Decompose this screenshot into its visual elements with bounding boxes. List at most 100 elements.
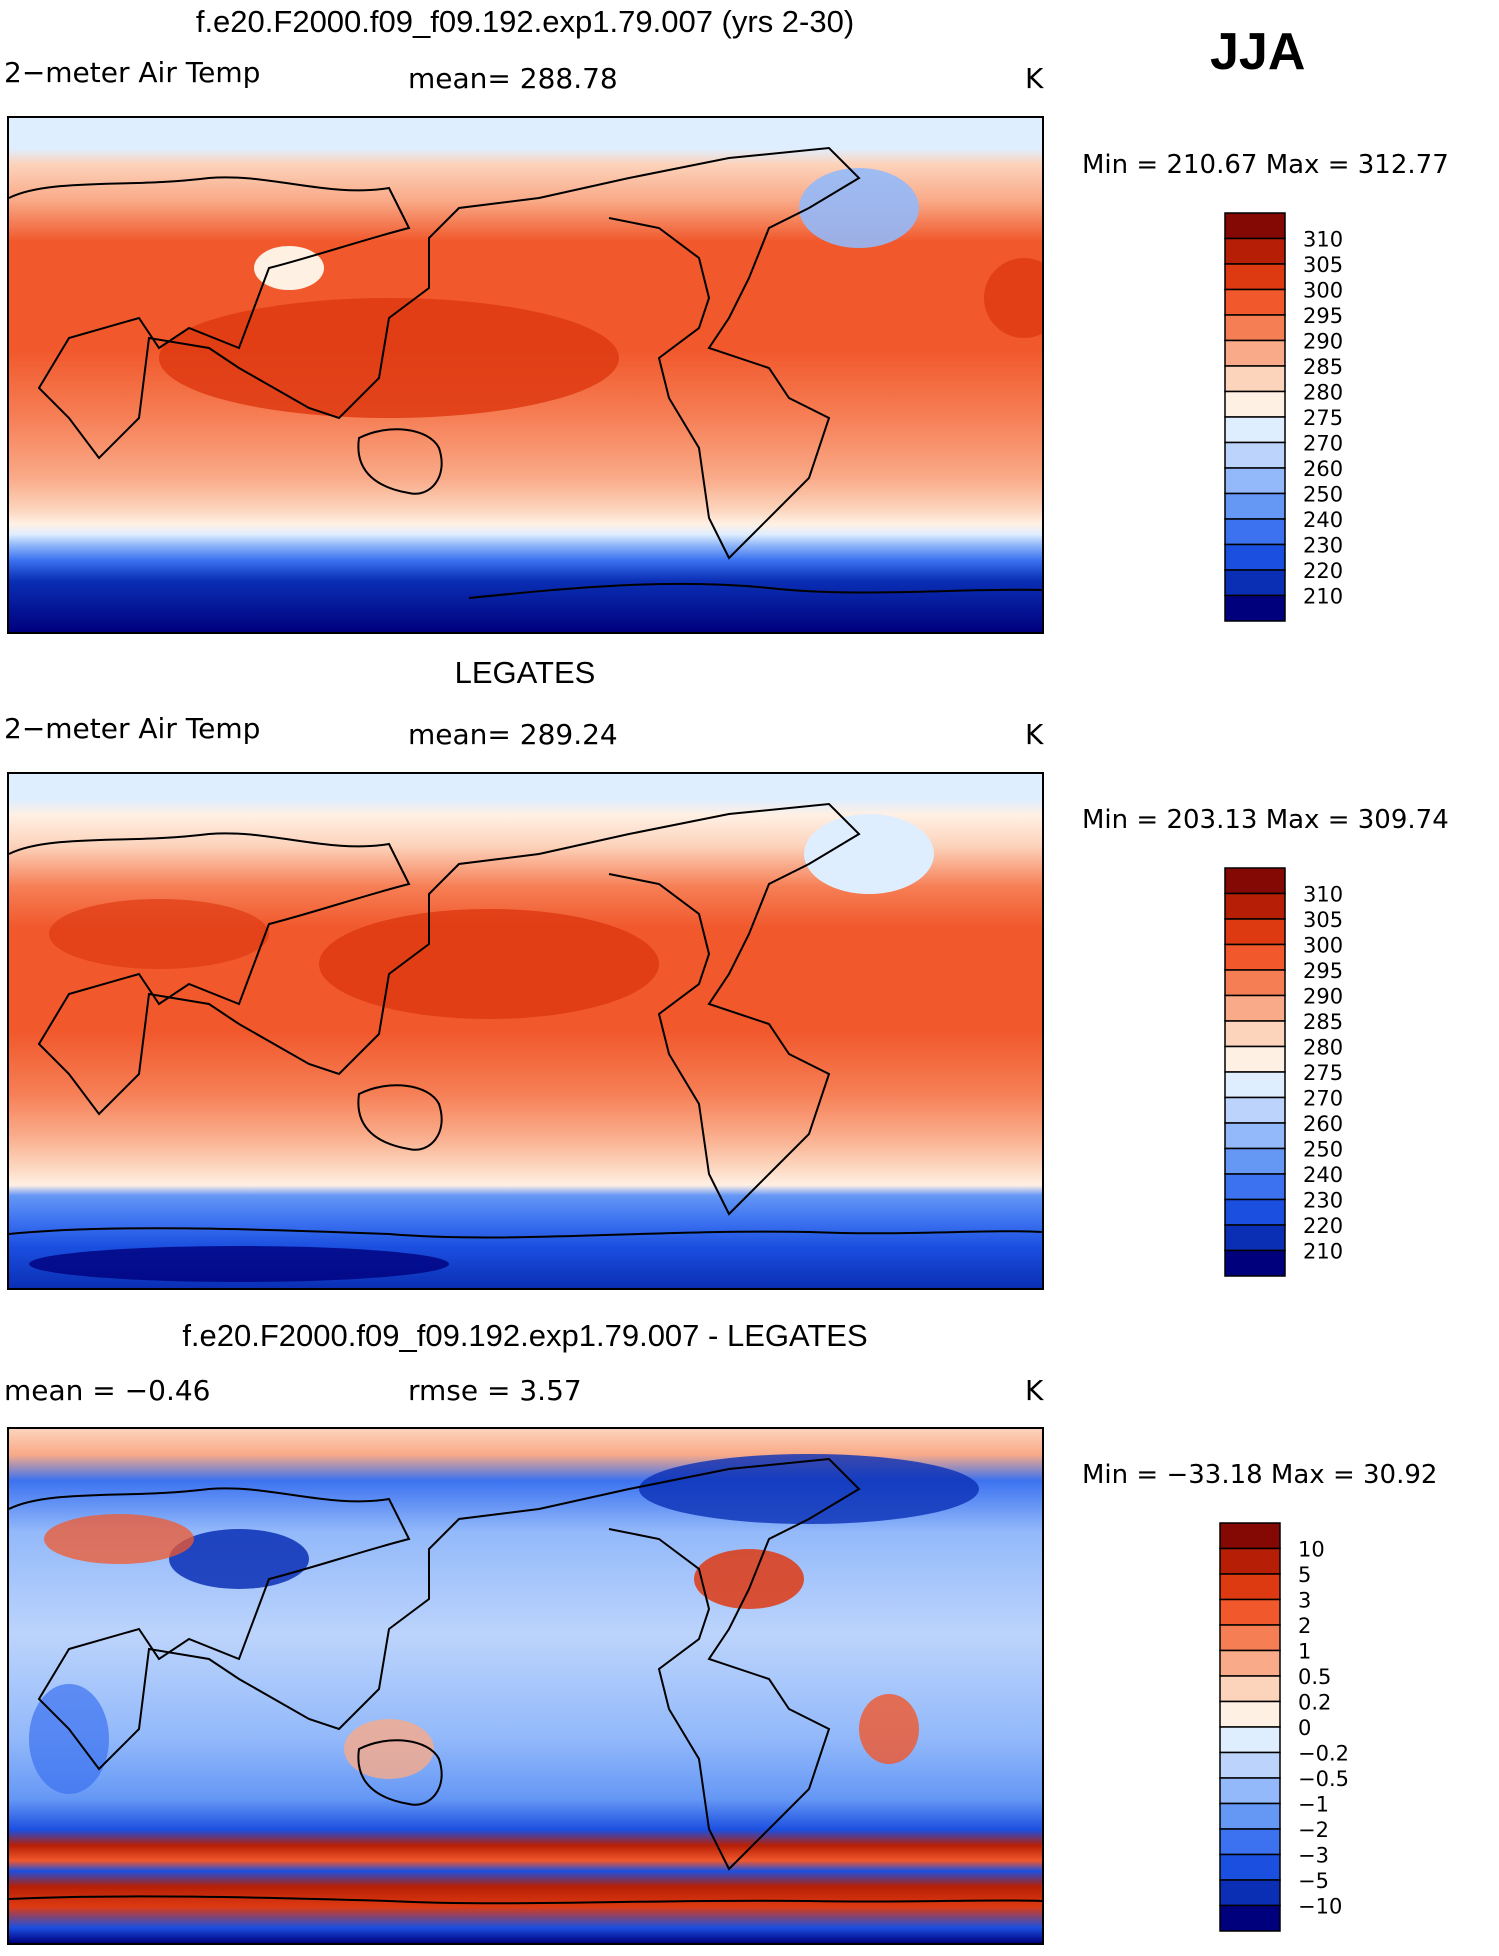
colorbar-tick-label: 285 [1303, 1010, 1343, 1034]
colorbar-tick-label: 285 [1303, 355, 1343, 379]
colorbar-tick-label: −10 [1298, 1895, 1342, 1919]
colorbar-swatch [1224, 1249, 1286, 1277]
colorbar-tick-label: 10 [1298, 1538, 1325, 1562]
colorbar-tick-label: 280 [1303, 381, 1343, 405]
colorbar-tick-label: 260 [1303, 457, 1343, 481]
colorbar-swatch [1224, 492, 1286, 520]
north-america-warm-bias [694, 1549, 804, 1609]
colorbar-swatch [1224, 867, 1286, 895]
colorbar-tick-label: 290 [1303, 985, 1343, 1009]
panel2-variable-label: 2−meter Air Temp [4, 712, 261, 745]
greenland-region [799, 168, 919, 248]
coastline-outline [9, 1457, 861, 1871]
colorbar-tick-label: 275 [1303, 1061, 1343, 1085]
colorbar-swatch [1224, 416, 1286, 444]
panel3-mean-label: mean = −0.46 [4, 1374, 211, 1407]
colorbar-tick-label: 310 [1303, 883, 1343, 907]
colorbar-tick-label: 295 [1303, 304, 1343, 328]
colorbar-swatch [1224, 390, 1286, 418]
coastline-outline [9, 146, 861, 560]
colorbar-swatch [1224, 918, 1286, 946]
colorbar-swatch [1224, 994, 1286, 1022]
colorbar-tick-label: −1 [1298, 1793, 1329, 1817]
panel1-variable-label: 2−meter Air Temp [4, 56, 261, 89]
greenland-region [804, 814, 934, 894]
colorbar-tick-label: 3 [1298, 1589, 1311, 1613]
panel1-minmax: Min = 210.67 Max = 312.77 [1082, 150, 1449, 180]
colorbar-tick-label: 240 [1303, 508, 1343, 532]
colorbar-swatch [1219, 1904, 1281, 1932]
panel1-colorbar: 310 305 300 295 290 285 280 275 270 260 250 240 230 2… [1224, 212, 1365, 623]
colorbar-tick-label: 305 [1303, 253, 1343, 277]
panel3-colorbar: 10 5 3 2 1 0.5 0.2 0 −0.2 −0.5 −1 −2 −3 −5 −10 [1219, 1522, 1360, 1933]
panel3-minmax: Min = −33.18 Max = 30.92 [1082, 1460, 1438, 1490]
colorbar-tick-label: 230 [1303, 1189, 1343, 1213]
panel2-map [7, 772, 1044, 1290]
colorbar-tick-label: 220 [1303, 1214, 1343, 1238]
australia-warm-bias [344, 1719, 434, 1779]
colorbar-swatch [1224, 467, 1286, 495]
colorbar-swatch [1219, 1726, 1281, 1754]
colorbar-tick-label: 300 [1303, 279, 1343, 303]
colorbar-tick-label: 240 [1303, 1163, 1343, 1187]
colorbar-swatch [1219, 1547, 1281, 1575]
colorbar-swatch [1224, 1173, 1286, 1201]
colorbar-tick-label: 0.5 [1298, 1665, 1331, 1689]
asia-cold-bias [169, 1529, 309, 1589]
colorbar-swatch [1219, 1649, 1281, 1677]
colorbar-tick-label: 280 [1303, 1036, 1343, 1060]
colorbar-tick-label: 230 [1303, 534, 1343, 558]
panel1-units-label: K [1025, 62, 1044, 95]
panel1-mean-label: mean= 288.78 [408, 62, 618, 95]
panel3-units-label: K [1025, 1374, 1044, 1407]
coastline-outline [9, 802, 861, 1216]
colorbar-swatch [1224, 263, 1286, 291]
colorbar-tick-label: 300 [1303, 934, 1343, 958]
colorbar-swatch [1224, 943, 1286, 971]
antarctica-outline [468, 582, 1042, 599]
colorbar-tick-label: −3 [1298, 1844, 1329, 1868]
colorbar-tick-label: 0 [1298, 1716, 1311, 1740]
colorbar-tick-label: −0.5 [1298, 1767, 1349, 1791]
colorbar-swatch [1224, 569, 1286, 597]
colorbar-swatch [1219, 1828, 1281, 1856]
panel3-rmse-label: rmse = 3.57 [408, 1374, 582, 1407]
australia-outline [357, 1084, 443, 1151]
colorbar-tick-label: −0.2 [1298, 1742, 1349, 1766]
colorbar-tick-label: 220 [1303, 559, 1343, 583]
europe-warm-bias [44, 1514, 194, 1564]
colorbar-swatch [1224, 543, 1286, 571]
colorbar-swatch [1224, 314, 1286, 342]
colorbar-swatch [1224, 237, 1286, 265]
colorbar-tick-label: −2 [1298, 1818, 1329, 1842]
antarctica-outline [9, 1227, 1042, 1239]
colorbar-tick-label: 210 [1303, 1240, 1343, 1264]
colorbar-swatch [1224, 1020, 1286, 1048]
colorbar-tick-label: 270 [1303, 432, 1343, 456]
panel3-title: f.e20.F2000.f09_f09.192.exp1.79.007 - LE… [182, 1318, 868, 1353]
colorbar-tick-label: −5 [1298, 1869, 1329, 1893]
colorbar-swatch [1224, 594, 1286, 622]
antarctica-outline [9, 1895, 1042, 1905]
colorbar-swatch [1219, 1751, 1281, 1779]
colorbar-tick-label: 260 [1303, 1112, 1343, 1136]
panel2-title: LEGATES [454, 655, 596, 690]
colorbar-swatch [1219, 1777, 1281, 1805]
colorbar-swatch [1219, 1802, 1281, 1830]
colorbar-tick-label: 290 [1303, 330, 1343, 354]
colorbar-swatch [1224, 1147, 1286, 1175]
colorbar-swatch [1224, 288, 1286, 316]
colorbar-swatch [1224, 441, 1286, 469]
panel1-title: f.e20.F2000.f09_f09.192.exp1.79.007 (yrs… [195, 4, 855, 39]
colorbar-tick-label: 305 [1303, 908, 1343, 932]
colorbar-swatch [1219, 1598, 1281, 1626]
south-america-warm-bias [859, 1694, 919, 1764]
colorbar-tick-label: 250 [1303, 1138, 1343, 1162]
colorbar-tick-label: 275 [1303, 406, 1343, 430]
colorbar-swatch [1224, 339, 1286, 367]
warm-pool-region [319, 909, 659, 1019]
colorbar-swatch [1219, 1879, 1281, 1907]
colorbar-swatch [1224, 1071, 1286, 1099]
warm-pool-region [159, 298, 619, 418]
tibet-region [254, 246, 324, 290]
